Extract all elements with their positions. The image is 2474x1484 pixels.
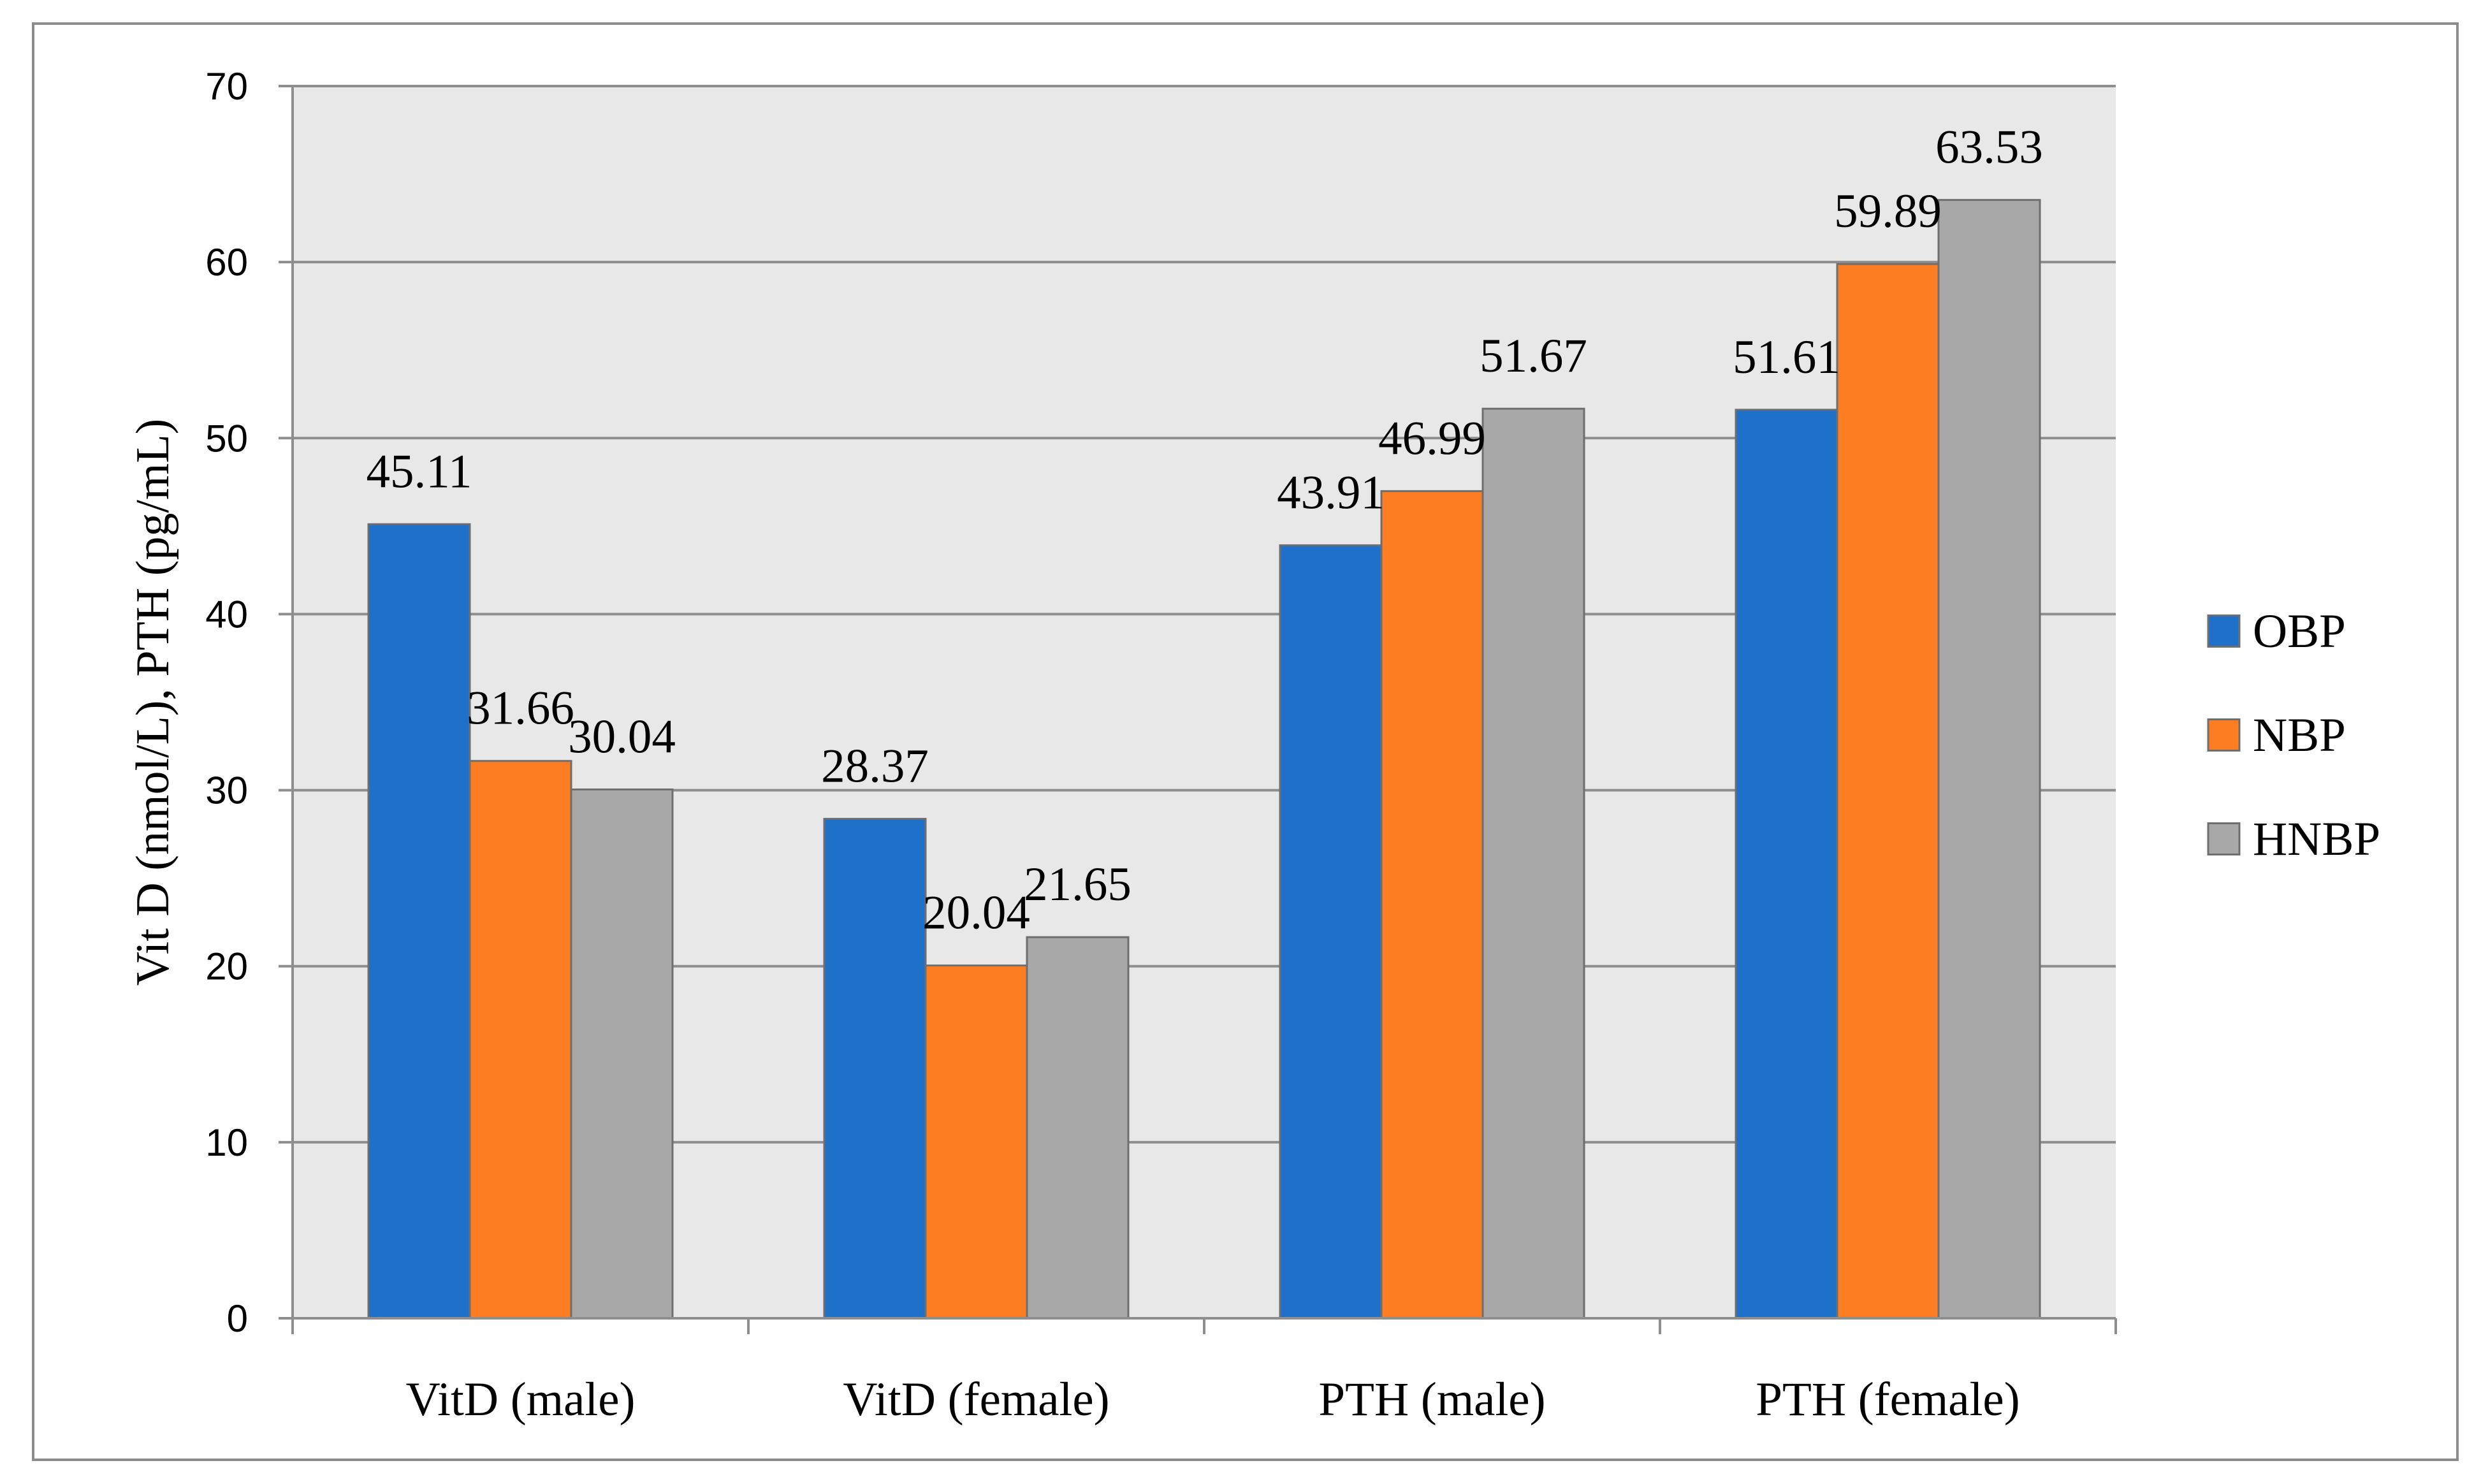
bar-obp xyxy=(1279,544,1383,1320)
bar-hnbp xyxy=(570,788,674,1320)
y-tick-label: 30 xyxy=(205,769,248,812)
x-category-label: PTH (male) xyxy=(1318,1373,1545,1426)
data-label-hnbp: 63.53 xyxy=(1935,121,2043,174)
legend-label-obp: OBP xyxy=(2253,605,2346,658)
data-label-nbp: 46.99 xyxy=(1378,412,1486,465)
data-label-nbp: 20.04 xyxy=(922,887,1030,940)
data-label-hnbp: 21.65 xyxy=(1024,858,1131,911)
legend-swatch-hnbp xyxy=(2207,822,2241,855)
bar-hnbp xyxy=(1481,407,1585,1320)
x-category-labels: VitD (male) VitD (female) PTH (male) PTH (f… xyxy=(406,1373,2020,1426)
bar-nbp xyxy=(1836,263,1940,1320)
y-tick-label: 70 xyxy=(205,65,248,108)
x-category-label: VitD (male) xyxy=(406,1373,636,1426)
x-category-label: VitD (female) xyxy=(843,1373,1109,1426)
y-tick-label: 40 xyxy=(205,593,248,636)
y-axis-title: Vit D (nmol/L), PTH (pg/mL) xyxy=(127,419,179,986)
y-tick-label: 0 xyxy=(227,1297,248,1340)
data-label-nbp: 31.66 xyxy=(467,682,574,735)
y-tick-labels: 0 10 20 30 40 50 60 70 xyxy=(205,65,248,1340)
chart-frame: 0 10 20 30 40 50 60 70 VitD (male) VitD (female)… xyxy=(32,22,2459,1461)
data-label-obp: 43.91 xyxy=(1277,466,1385,519)
bar-chart: 0 10 20 30 40 50 60 70 VitD (male) VitD (female)… xyxy=(127,65,2380,1426)
y-tick-label: 60 xyxy=(205,241,248,284)
bar-hnbp xyxy=(1937,199,2041,1320)
data-label-hnbp: 30.04 xyxy=(568,710,676,763)
data-label-obp: 51.61 xyxy=(1733,331,1840,384)
data-label-obp: 28.37 xyxy=(821,740,929,793)
data-label-hnbp: 51.67 xyxy=(1480,330,1587,382)
legend-swatch-obp xyxy=(2207,615,2241,648)
y-tick-label: 50 xyxy=(205,417,248,460)
bar-nbp xyxy=(469,760,572,1320)
bar-obp xyxy=(367,523,471,1320)
bar-nbp xyxy=(1380,490,1484,1320)
bar-hnbp xyxy=(1026,936,1130,1320)
bar-nbp xyxy=(924,964,1028,1320)
bar-obp xyxy=(823,818,927,1320)
x-category-label: PTH (female) xyxy=(1756,1373,2019,1426)
bars xyxy=(367,199,2041,1320)
bar-obp xyxy=(1735,409,1838,1320)
y-tick-label: 10 xyxy=(205,1121,248,1164)
y-tick-label: 20 xyxy=(205,945,248,988)
legend-label-nbp: NBP xyxy=(2253,709,2346,762)
legend-swatch-nbp xyxy=(2207,718,2241,752)
legend: OBP NBP HNBP xyxy=(2207,605,2380,866)
legend-label-hnbp: HNBP xyxy=(2253,813,2380,866)
axes xyxy=(291,86,2117,1334)
data-label-obp: 45.11 xyxy=(367,445,472,498)
data-label-nbp: 59.89 xyxy=(1834,185,1942,238)
